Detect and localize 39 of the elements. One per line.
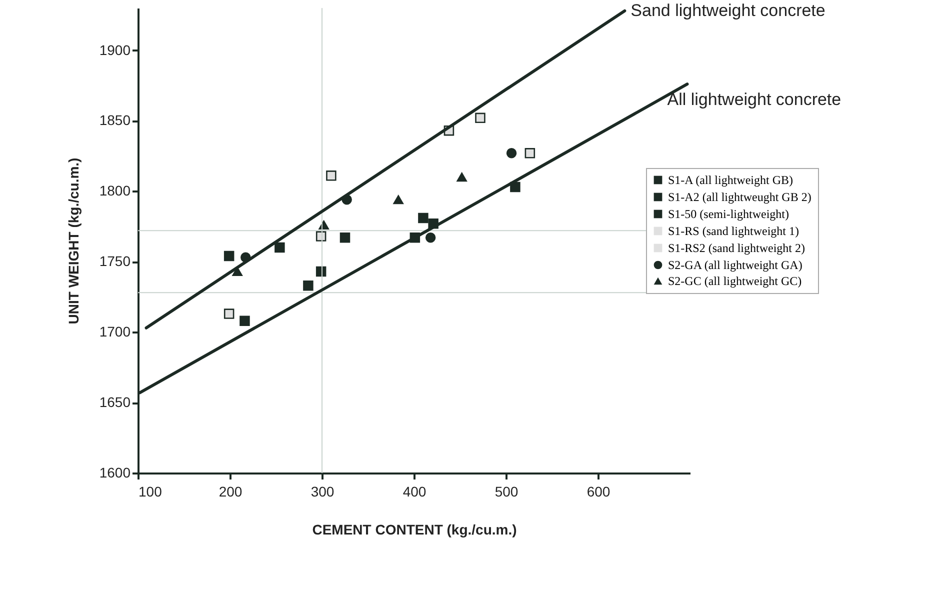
point (510, 182, 520, 192)
y-tick-label: 1700 (99, 324, 131, 340)
legend-label: S1-RS2 (sand lightweight 2) (668, 241, 805, 255)
point (224, 250, 234, 262)
point (456, 172, 467, 182)
point (418, 212, 428, 224)
series-label: All lightweight concrete (667, 90, 842, 110)
x-tick-label: 100 (138, 484, 162, 500)
series-label: Sand lightweight concrete (630, 0, 826, 20)
x-axis-title: CEMENT CONTENT (kg./cu.m.) (312, 522, 517, 538)
legend-label: S2-GC (all lightweight GC) (668, 274, 802, 288)
point (475, 112, 486, 124)
point (506, 148, 517, 158)
point (524, 148, 536, 158)
y-tick-label: 1600 (99, 464, 131, 480)
point (224, 308, 234, 319)
x-tick-label: 300 (310, 484, 334, 500)
x-tick-label: 200 (218, 484, 242, 500)
legend-label: S1-RS (sand lightweight 1) (668, 224, 799, 238)
y-tick-label: 1900 (99, 42, 131, 58)
point (393, 195, 404, 204)
point (303, 280, 314, 291)
y-tick-label: 1800 (99, 182, 131, 199)
x-tick-label: 400 (402, 484, 426, 500)
y-tick-label: 1750 (99, 253, 131, 270)
point (274, 242, 285, 253)
x-tick-label: 600 (586, 484, 610, 500)
point (425, 232, 436, 243)
y-axis-title: UNIT WEIGHT (kg./cu.m.) (65, 158, 82, 324)
legend-label: S1-50 (semi-lightweight) (668, 207, 789, 221)
point (340, 232, 350, 243)
point (326, 170, 336, 181)
legend-label: S1-A (all lightweight GB) (668, 173, 793, 187)
y-tick-label: 1850 (99, 112, 131, 128)
x-tick-label: 500 (494, 484, 518, 500)
legend-label: S2-GA (all lightweight GA) (668, 258, 802, 272)
legend-label: S1-A2 (all lightweught GB 2) (668, 190, 812, 204)
point (240, 316, 250, 326)
y-tick-label: 1650 (99, 394, 131, 410)
